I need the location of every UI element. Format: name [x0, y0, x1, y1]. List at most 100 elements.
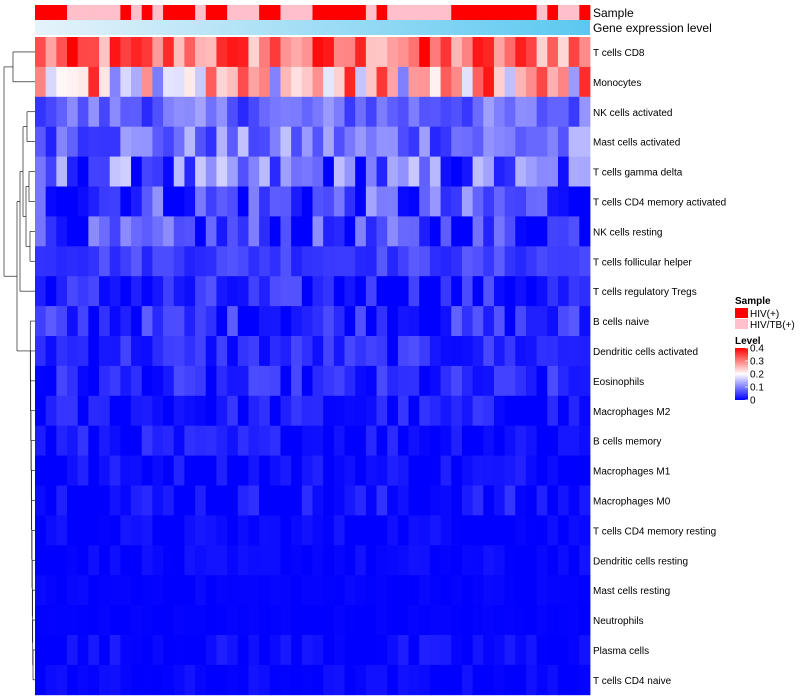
heatmap-cell	[120, 186, 132, 217]
heatmap-cell	[451, 425, 463, 456]
heatmap-cell	[291, 306, 303, 337]
heatmap-cell	[387, 425, 399, 456]
heatmap-cell	[419, 66, 431, 98]
heatmap-cell	[557, 96, 570, 128]
heatmap-cell	[504, 635, 516, 666]
sample-annotation-cell	[152, 5, 164, 20]
legend-sample-title: Sample	[735, 296, 771, 307]
heatmap-cell	[131, 276, 143, 307]
heatmap-cell	[248, 515, 260, 546]
heatmap-cell	[515, 216, 527, 247]
heatmap-cell	[355, 545, 367, 576]
heatmap-cell	[312, 485, 324, 516]
heatmap-cell	[451, 575, 463, 606]
row-label: Dendritic cells activated	[593, 347, 698, 358]
heatmap-cell	[536, 635, 548, 666]
heatmap-cell	[461, 126, 473, 157]
heatmap-cell	[323, 336, 335, 367]
heatmap-cell	[568, 37, 580, 68]
sample-annotation-cell	[301, 5, 313, 20]
heatmap-cell	[323, 216, 335, 247]
heatmap-cell	[376, 66, 388, 98]
heatmap-cell	[120, 455, 132, 486]
heatmap-cell	[109, 216, 121, 247]
heatmap-cell	[280, 365, 292, 397]
heatmap-cell	[131, 664, 143, 696]
heatmap-cell	[141, 336, 153, 367]
heatmap-cell	[184, 575, 196, 606]
heatmap-cell	[88, 635, 100, 666]
heatmap-cell	[525, 66, 538, 98]
heatmap-cell	[557, 605, 570, 636]
heatmap-cell	[35, 395, 47, 427]
sample-annotation-cell	[461, 5, 473, 20]
heatmap-cell	[173, 575, 185, 606]
heatmap-cell	[77, 96, 89, 128]
sample-annotation-cell	[493, 5, 506, 20]
heatmap-cell	[376, 485, 388, 516]
heatmap-cell	[451, 126, 463, 157]
heatmap-cell	[429, 336, 441, 367]
sample-annotation-cell	[387, 5, 399, 20]
heatmap-cell	[269, 126, 281, 157]
legend-level-colorbar	[735, 348, 748, 400]
heatmap-cell	[120, 365, 132, 397]
heatmap-cell	[568, 395, 580, 427]
row-label: Macrophages M2	[593, 407, 671, 418]
sample-annotation-cell	[141, 5, 153, 20]
heatmap-cell	[35, 485, 47, 516]
heatmap-cell	[355, 664, 367, 696]
heatmap-cell	[205, 545, 217, 576]
heatmap-cell	[515, 306, 527, 337]
heatmap-cell	[387, 66, 399, 98]
heatmap-cell	[291, 515, 303, 546]
heatmap-cell	[493, 276, 506, 307]
heatmap-cell	[163, 37, 175, 68]
heatmap-cell	[56, 216, 68, 247]
heatmap-cell	[323, 37, 335, 68]
heatmap-cell	[248, 545, 260, 576]
heatmap-cell	[461, 455, 473, 486]
heatmap-cell	[248, 425, 260, 456]
heatmap-cell	[387, 306, 399, 337]
heatmap-cell	[440, 605, 452, 636]
heatmap-cells	[35, 37, 591, 696]
heatmap-cell	[291, 276, 303, 307]
heatmap-cell	[461, 635, 473, 666]
heatmap-cell	[131, 126, 143, 157]
heatmap-cell	[173, 485, 185, 516]
heatmap-cell	[429, 365, 441, 397]
heatmap-cell	[120, 216, 132, 247]
heatmap-cell	[35, 664, 47, 696]
heatmap-cell	[504, 66, 516, 98]
heatmap-cell	[344, 156, 356, 187]
heatmap-cell	[440, 395, 452, 427]
heatmap-cell	[205, 395, 217, 427]
heatmap-cell	[88, 37, 100, 68]
expression-annotation-label: Gene expression level	[593, 21, 712, 35]
heatmap-cell	[77, 216, 89, 247]
heatmap-cell	[173, 276, 185, 307]
heatmap-cell	[152, 575, 164, 606]
heatmap-cell	[408, 336, 420, 367]
heatmap-cell	[504, 365, 516, 397]
heatmap-cell	[237, 156, 249, 187]
heatmap-cell	[515, 336, 527, 367]
heatmap-cell	[525, 186, 538, 217]
heatmap-cell	[227, 575, 239, 606]
heatmap-cell	[88, 66, 100, 98]
heatmap-cell	[568, 635, 580, 666]
heatmap-cell	[365, 126, 377, 157]
heatmap-cell	[504, 216, 516, 247]
heatmap-cell	[120, 156, 132, 187]
heatmap-cell	[237, 425, 249, 456]
heatmap-cell	[301, 515, 313, 546]
heatmap-cell	[88, 216, 100, 247]
sample-annotation-cell	[365, 5, 377, 20]
heatmap-cell	[365, 485, 377, 516]
heatmap-cell	[227, 455, 239, 486]
heatmap-cell	[355, 306, 367, 337]
heatmap-cell	[547, 126, 559, 157]
heatmap-cell	[355, 485, 367, 516]
heatmap-cell	[323, 664, 335, 696]
